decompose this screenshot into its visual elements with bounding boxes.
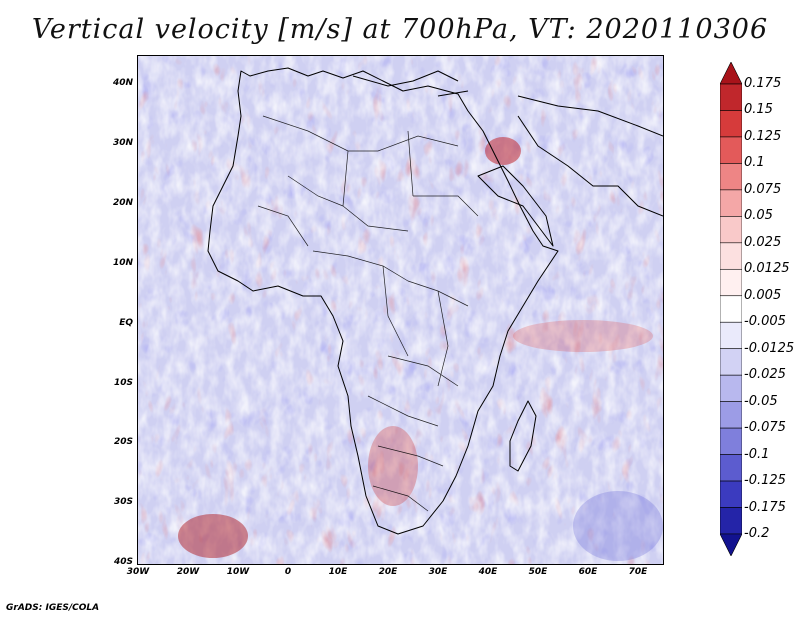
colorbar-tick-label: 0.175: [744, 76, 782, 91]
lat-tick-label: 30S: [113, 497, 133, 507]
lon-tick-label: 10W: [226, 567, 250, 577]
colorbar-tick-label: -0.005: [744, 314, 786, 330]
colorbar-bin: [720, 454, 742, 482]
colorbar-bin: [720, 242, 742, 270]
lon-tick-label: 30E: [428, 567, 448, 577]
colorbar-tick-label: 0.0125: [744, 261, 790, 277]
colorbar-bin: [720, 374, 742, 402]
lon-tick-label: 20E: [378, 567, 398, 577]
feature-ascent-indian-ocean: [513, 320, 653, 352]
colorbar-bin: [720, 507, 742, 535]
country-borders: [257, 115, 479, 512]
lat-tick-label: 30N: [112, 138, 133, 148]
lon-tick-label: 20W: [176, 567, 200, 577]
colorbar-bin: [720, 533, 742, 556]
coastlines: [207, 67, 663, 535]
colorbar-tick-label: -0.0125: [744, 340, 795, 356]
colorbar-tick-label: -0.175: [744, 499, 786, 515]
colorbar-tick-label: -0.2: [744, 526, 770, 541]
lon-tick-label: 0: [284, 567, 292, 577]
colorbar-tick-label: -0.1: [744, 446, 770, 462]
lon-tick-label: 60E: [578, 567, 598, 577]
colorbar-bin: [720, 295, 742, 323]
colorbar-bin: [720, 480, 742, 508]
credit-text: GrADS: IGES/COLA: [6, 603, 100, 613]
lat-tick-label: 40S: [113, 557, 133, 567]
colorbar-tick-label: -0.125: [744, 473, 786, 489]
colorbar-tick-label: 0.1: [744, 155, 765, 171]
lon-tick-label: 70E: [628, 567, 648, 577]
colorbar: [720, 62, 742, 556]
arabia-outline: [517, 95, 663, 217]
colorbar-tick-label: 0.125: [744, 128, 782, 144]
feature-ascent-middle-east: [485, 137, 521, 165]
lat-tick-label: EQ: [119, 318, 133, 328]
lat-tick-label: 20S: [113, 437, 133, 447]
red-sea-outline: [477, 165, 554, 247]
colorbar-tick-label: 0.025: [744, 234, 782, 250]
colorbar-bin: [720, 83, 742, 111]
colorbar-bin: [720, 401, 742, 429]
colorbar-tick-label: -0.05: [744, 393, 778, 409]
colorbar-bin: [720, 321, 742, 350]
lon-tick-label: 30W: [126, 567, 150, 577]
colorbar-tick-label: 0.075: [744, 181, 782, 197]
vertical-velocity-field: [138, 56, 663, 564]
lat-tick-label: 10S: [113, 378, 133, 388]
lon-tick-label: 50E: [528, 567, 548, 577]
colorbar-bin: [720, 62, 742, 85]
page-title: Vertical velocity [m/s] at 700hPa, VT: 2…: [31, 14, 769, 45]
colorbar-bin: [720, 268, 742, 297]
mediterranean-outline: [352, 70, 469, 97]
feature-ascent-southern-africa: [368, 426, 418, 506]
lat-tick-label: 10N: [112, 258, 133, 268]
colorbar-tick-label: -0.025: [744, 367, 786, 383]
colorbar-tick-label: 0.005: [744, 287, 782, 303]
colorbar-tick-label: 0.05: [744, 208, 773, 224]
colorbar-bin: [720, 189, 742, 217]
lon-tick-label: 10E: [328, 567, 348, 577]
madagascar-outline: [509, 400, 537, 472]
colorbar-tick-label: -0.075: [744, 420, 786, 436]
colorbar-tick-label: 0.15: [744, 102, 773, 118]
field-white-texture: [138, 56, 663, 564]
colorbar-bin: [720, 216, 742, 244]
colorbar-bin: [720, 136, 742, 164]
colorbar-bin: [720, 427, 742, 455]
lon-tick-label: 40E: [478, 567, 498, 577]
map-panel: [137, 55, 664, 565]
lat-tick-label: 40N: [112, 78, 133, 88]
feature-ascent-south-atlantic: [178, 514, 248, 558]
colorbar-bin: [720, 163, 742, 191]
lat-tick-label: 20N: [112, 198, 133, 208]
colorbar-bin: [720, 348, 742, 376]
colorbar-bin: [720, 110, 742, 138]
feature-descent-south-indian: [573, 491, 663, 561]
